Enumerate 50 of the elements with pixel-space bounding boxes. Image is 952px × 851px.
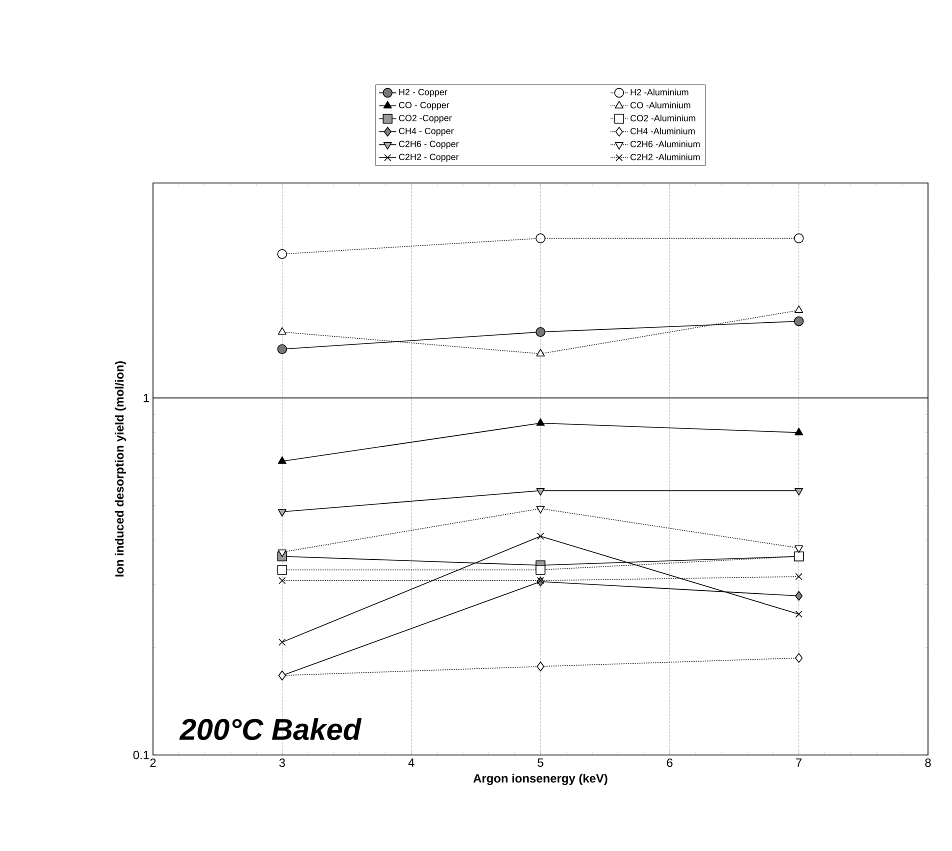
y-tick-label: 0.1 [133, 750, 149, 760]
point [536, 348, 545, 356]
legend-label: CO - Copper [398, 102, 450, 110]
point [536, 565, 546, 575]
point [536, 418, 545, 426]
legend-label: CO2 -Aluminium [630, 114, 696, 122]
point [794, 305, 804, 313]
x-tick-label: 7 [796, 758, 802, 767]
x-tick-label: 2 [150, 758, 156, 767]
point [795, 610, 802, 618]
x-tick-label: 3 [279, 758, 285, 767]
x-tick-label: 4 [408, 758, 414, 767]
legend-label: CH4 - Copper [398, 128, 454, 136]
legend-label: C2H6 -Aluminium [630, 140, 700, 148]
annotation: 200°C Baked [179, 718, 362, 740]
point [794, 488, 804, 496]
x-tick-label: 5 [538, 758, 544, 767]
point [794, 316, 804, 326]
x-axis-title: Argon ionsenergy (keV) [473, 774, 608, 786]
legend-label: H2 -Aluminium [630, 88, 688, 96]
point [795, 653, 803, 663]
point [278, 577, 286, 584]
point [536, 506, 545, 514]
legend-label: C2H2 - Copper [398, 154, 459, 162]
point [277, 344, 288, 354]
legend-label: H2 - Copper [399, 88, 448, 98]
point [278, 456, 286, 464]
point [794, 428, 804, 436]
x-tick-label: 6 [666, 758, 672, 767]
y-axis-title: Ion induced desorption yield (mol/ion) [114, 361, 126, 576]
point [536, 327, 546, 337]
point [278, 638, 286, 646]
legend-label: CH4 -Aluminium [630, 128, 695, 134]
point [794, 545, 804, 553]
y-tick-label: 1 [144, 394, 149, 402]
point [536, 532, 544, 540]
legend-label: CO -Aluminium [630, 102, 690, 108]
point [277, 565, 288, 575]
point [795, 591, 803, 601]
point [278, 327, 286, 335]
point [536, 233, 546, 244]
point [536, 488, 545, 496]
point [278, 509, 286, 517]
legend-label: CO2 -Copper [398, 114, 452, 123]
point [278, 549, 286, 558]
legend-label: C2H2 -Aluminium [630, 154, 700, 160]
point [795, 573, 802, 580]
point [536, 662, 544, 672]
x-tick-label: 8 [925, 758, 931, 767]
legend-label: C2H6 - Copper [398, 140, 459, 149]
